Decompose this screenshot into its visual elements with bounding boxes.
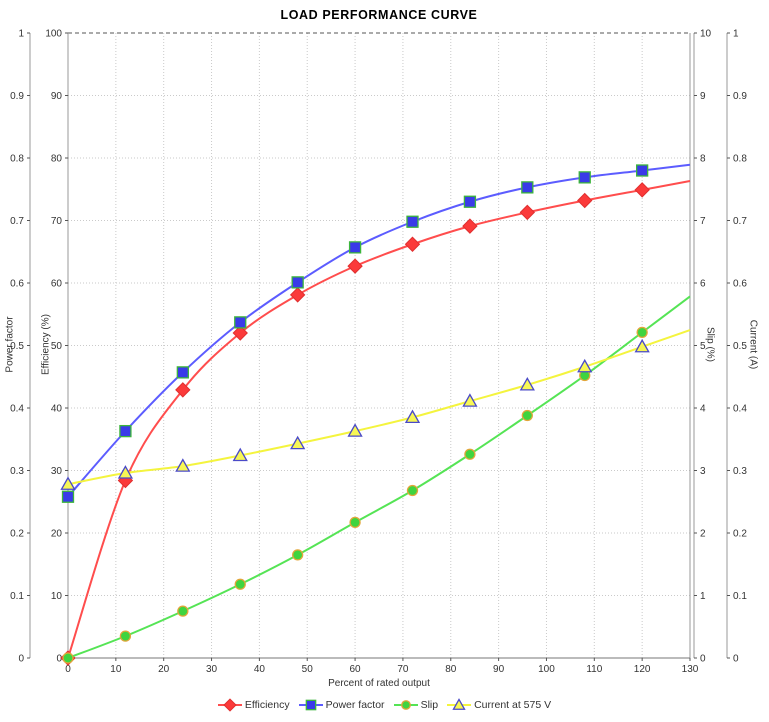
svg-text:0.1: 0.1 <box>10 591 24 602</box>
series-current-at-575-v-markers <box>60 338 650 490</box>
current-triangle-icon <box>447 698 472 712</box>
series-power-factor-line <box>67 163 691 498</box>
legend-label-current: Current at 575 V <box>474 699 552 711</box>
svg-text:0.3: 0.3 <box>10 466 24 477</box>
svg-text:0.3: 0.3 <box>733 466 747 477</box>
legend-item-slip: Slip <box>393 698 439 712</box>
svg-text:80: 80 <box>51 154 63 165</box>
slip-axis: 0 1 2 3 4 5 6 7 8 9 10 <box>693 29 712 665</box>
svg-text:120: 120 <box>634 664 651 675</box>
svg-text:0.2: 0.2 <box>10 529 24 540</box>
legend-label-slip: Slip <box>420 699 439 711</box>
svg-text:8: 8 <box>700 154 706 165</box>
svg-text:0.4: 0.4 <box>10 404 24 415</box>
series-current-at-575-v-line <box>67 329 691 486</box>
slip-axis-title: Slip (%) <box>704 326 716 362</box>
svg-text:0: 0 <box>700 654 706 665</box>
legend: Efficiency Power factor Slip Current at … <box>0 698 769 712</box>
efficiency-axis: 0 10 20 30 40 50 60 70 80 90 100 <box>45 29 69 665</box>
power-factor-axis: 0 0.1 0.2 0.3 0.4 0.5 0.6 0.7 0.8 0.9 1 <box>10 29 31 665</box>
svg-text:0.1: 0.1 <box>733 591 747 602</box>
svg-text:0: 0 <box>56 654 62 665</box>
svg-text:1: 1 <box>700 591 706 602</box>
current-axis-title: Current (A) <box>747 319 759 370</box>
legend-label-efficiency: Efficiency <box>244 699 290 711</box>
svg-text:90: 90 <box>51 91 63 102</box>
svg-text:0: 0 <box>65 664 71 675</box>
svg-text:0.4: 0.4 <box>733 404 747 415</box>
svg-text:0.9: 0.9 <box>10 91 24 102</box>
svg-text:60: 60 <box>51 279 63 290</box>
svg-text:130: 130 <box>682 664 699 675</box>
legend-item-current: Current at 575 V <box>447 698 551 712</box>
power-factor-square-icon <box>298 698 323 712</box>
svg-text:1: 1 <box>733 29 739 40</box>
svg-text:0: 0 <box>733 654 739 665</box>
svg-text:40: 40 <box>254 664 266 675</box>
svg-text:4: 4 <box>700 404 706 415</box>
series-slip-markers <box>62 326 648 664</box>
svg-text:0.5: 0.5 <box>10 341 24 352</box>
svg-text:40: 40 <box>51 404 63 415</box>
svg-text:20: 20 <box>158 664 170 675</box>
svg-text:2: 2 <box>700 529 706 540</box>
svg-text:70: 70 <box>397 664 409 675</box>
svg-text:7: 7 <box>700 216 706 227</box>
svg-text:6: 6 <box>700 279 706 290</box>
svg-text:9: 9 <box>700 91 706 102</box>
legend-item-efficiency: Efficiency <box>217 698 290 712</box>
svg-text:5: 5 <box>700 341 706 352</box>
svg-text:0.2: 0.2 <box>733 529 747 540</box>
current-axis: 0 0.1 0.2 0.3 0.4 0.5 0.6 0.7 0.8 0.9 1 <box>726 29 747 665</box>
svg-text:70: 70 <box>51 216 63 227</box>
svg-text:60: 60 <box>350 664 362 675</box>
svg-text:100: 100 <box>538 664 555 675</box>
efficiency-axis-title: Efficiency (%) <box>40 314 52 375</box>
svg-text:1: 1 <box>18 29 24 40</box>
svg-text:0.7: 0.7 <box>10 216 24 227</box>
efficiency-diamond-icon <box>217 698 242 712</box>
svg-text:80: 80 <box>445 664 457 675</box>
x-axis-title: Percent of rated output <box>328 678 430 689</box>
svg-text:0.9: 0.9 <box>733 91 747 102</box>
x-axis: 0 10 20 30 40 50 60 70 80 90 100 110 120 130 <box>65 658 699 675</box>
svg-text:0: 0 <box>18 654 24 665</box>
svg-text:0.6: 0.6 <box>733 279 747 290</box>
gridlines <box>68 33 690 658</box>
power-factor-axis-title: Power factor <box>4 316 16 373</box>
svg-text:0.6: 0.6 <box>10 279 24 290</box>
svg-text:0.8: 0.8 <box>733 154 747 165</box>
svg-text:30: 30 <box>51 466 63 477</box>
svg-text:0.7: 0.7 <box>733 216 747 227</box>
svg-text:50: 50 <box>302 664 314 675</box>
svg-text:50: 50 <box>51 341 63 352</box>
slip-circle-icon <box>393 698 418 712</box>
svg-text:0.8: 0.8 <box>10 154 24 165</box>
legend-item-power-factor: Power factor <box>298 698 385 712</box>
legend-label-power-factor: Power factor <box>325 699 385 711</box>
series-efficiency-line <box>67 180 691 659</box>
svg-text:10: 10 <box>51 591 63 602</box>
chart-title: LOAD PERFORMANCE CURVE <box>280 8 478 22</box>
svg-text:110: 110 <box>586 664 602 675</box>
svg-text:30: 30 <box>206 664 218 675</box>
series-slip-line <box>67 295 691 659</box>
svg-text:90: 90 <box>493 664 505 675</box>
svg-text:20: 20 <box>51 529 63 540</box>
svg-text:3: 3 <box>700 466 706 477</box>
series-power-factor-markers <box>61 164 649 503</box>
svg-text:100: 100 <box>45 29 62 40</box>
svg-text:10: 10 <box>700 29 712 40</box>
svg-text:10: 10 <box>110 664 122 675</box>
svg-text:0.5: 0.5 <box>733 341 747 352</box>
